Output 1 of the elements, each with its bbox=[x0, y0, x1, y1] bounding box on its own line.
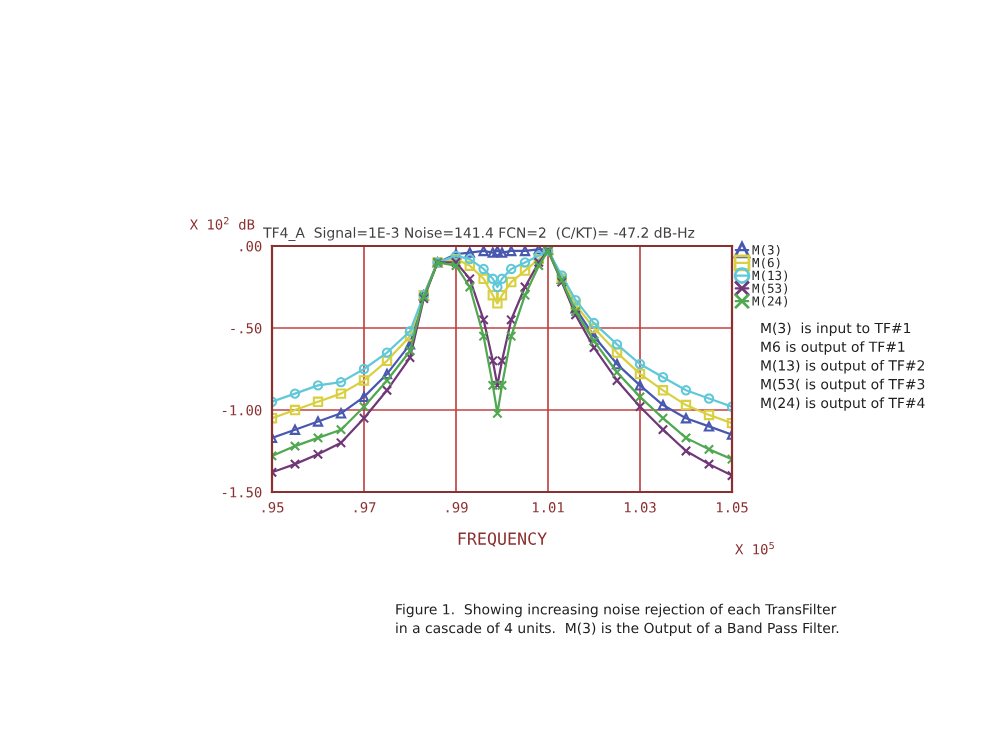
x-axis-title: FREQUENCY bbox=[458, 532, 547, 547]
